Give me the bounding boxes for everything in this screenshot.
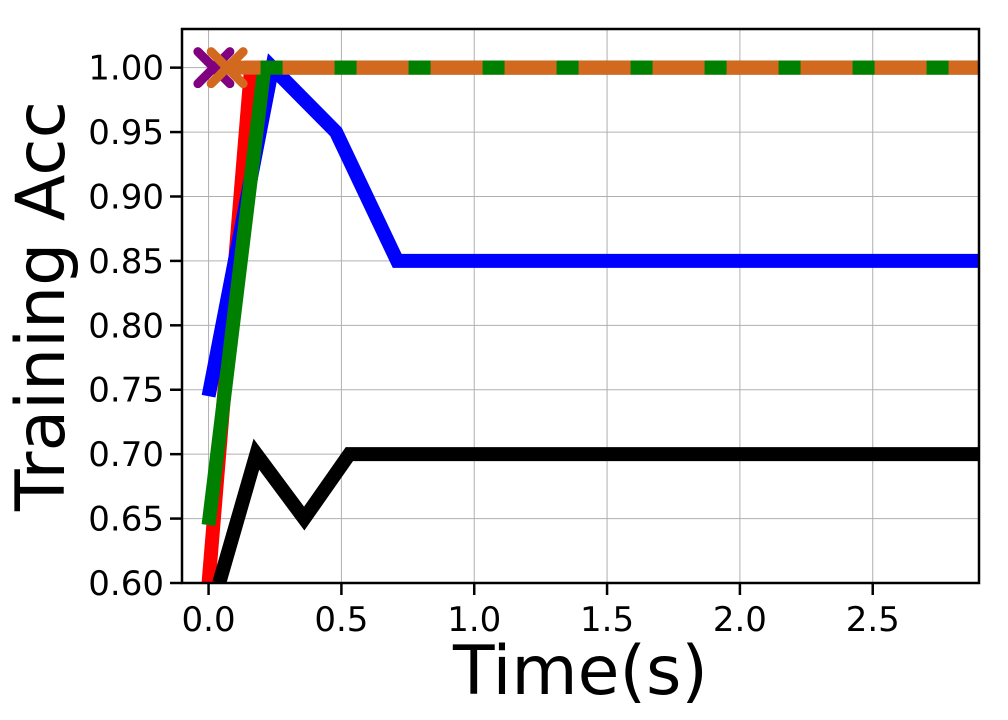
axis-ticks: 0.0 0.5 1.0 1.5 2.0 2.5 0.60 0.65 0.70 0.75 0.80 0.… <box>88 49 899 640</box>
x-tick-label: 2.0 <box>713 600 767 640</box>
y-tick-label: 0.90 <box>88 177 164 217</box>
plot-lines <box>201 53 979 583</box>
y-tick-label: 0.85 <box>88 242 164 282</box>
x-tick-label: 2.5 <box>846 600 900 640</box>
y-tick-label: 0.75 <box>88 371 164 411</box>
y-tick-label: 0.65 <box>88 500 164 540</box>
x-axis-title: Time(s) <box>452 632 708 711</box>
x-marker-0 <box>193 47 235 89</box>
y-tick-label: 1.00 <box>88 49 164 89</box>
x-tick-label: 1.0 <box>447 600 501 640</box>
y-tick-label: 0.95 <box>88 113 164 153</box>
y-tick-label: 0.70 <box>88 435 164 475</box>
series-line-2 <box>212 438 979 583</box>
x-marker-1 <box>206 47 248 89</box>
x-tick-label: 0.5 <box>314 600 368 640</box>
y-tick-label: 0.60 <box>88 564 164 604</box>
x-tick-label: 1.5 <box>580 600 634 640</box>
grid <box>182 29 979 584</box>
series-line-1 <box>201 53 979 398</box>
y-tick-label: 0.80 <box>88 306 164 346</box>
plot-frame <box>180 27 981 585</box>
x-tick-label: 0.0 <box>182 600 236 640</box>
y-axis-title: Training Acc <box>2 101 81 512</box>
